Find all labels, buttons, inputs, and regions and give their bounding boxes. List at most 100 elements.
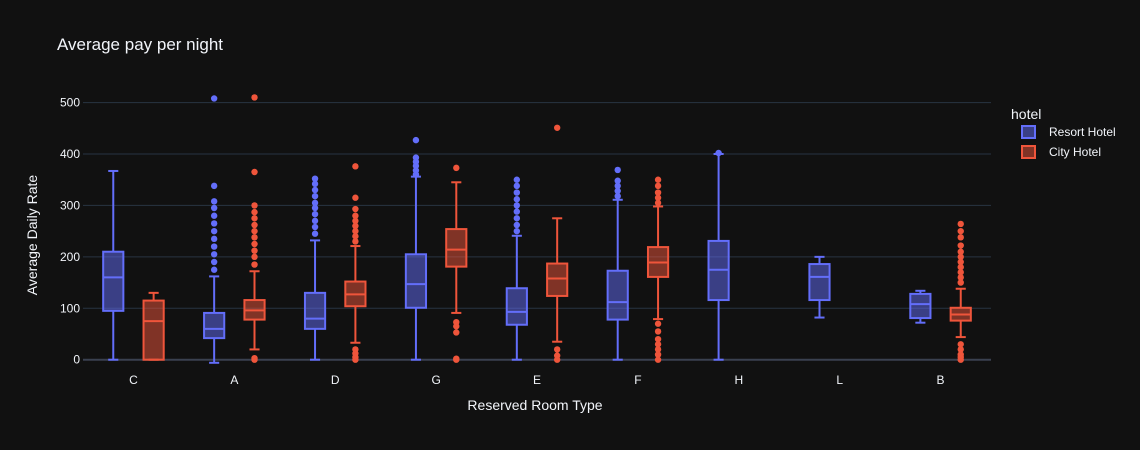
outlier-point	[614, 182, 621, 190]
series-resort-hotel	[102, 95, 932, 364]
y-tick-label: 400	[60, 147, 80, 161]
outlier-point	[957, 274, 964, 281]
outlier-point	[251, 247, 258, 254]
x-tick-label: B	[937, 373, 945, 387]
outlier-point	[957, 351, 964, 358]
outlier-point	[957, 248, 964, 255]
outlier-point	[715, 149, 722, 157]
outlier-point	[453, 164, 460, 172]
box-E[interactable]	[546, 124, 569, 363]
outlier-point	[210, 243, 218, 250]
outlier-point	[311, 175, 319, 182]
box-H[interactable]	[707, 149, 730, 361]
x-tick-label: E	[533, 373, 541, 387]
outlier-point	[210, 204, 218, 212]
box-body	[404, 253, 428, 309]
outlier-point	[210, 251, 218, 258]
outlier-point	[352, 194, 359, 201]
y-tick-label: 100	[60, 301, 80, 315]
box-F[interactable]	[606, 166, 629, 361]
outlier-point	[210, 198, 218, 205]
outlier-point	[251, 94, 258, 101]
outlier-point	[311, 204, 319, 212]
outlier-point	[614, 192, 621, 200]
outlier-point	[251, 221, 258, 229]
x-tick-label: D	[331, 373, 340, 387]
outlier-point	[654, 176, 662, 183]
box-body	[142, 299, 165, 361]
outlier-point	[251, 208, 258, 216]
box-G[interactable]	[404, 136, 428, 361]
box-L[interactable]	[808, 255, 831, 319]
series-city-hotel	[142, 94, 972, 363]
outlier-point	[957, 341, 964, 348]
outlier-point	[513, 208, 521, 215]
outlier-point	[654, 346, 662, 353]
outlier-point	[311, 186, 319, 194]
outlier-point	[352, 212, 359, 219]
outlier-point	[453, 355, 460, 362]
outlier-point	[957, 220, 964, 228]
outlier-point	[210, 212, 218, 219]
outlier-point	[513, 215, 521, 222]
x-tick-label: G	[431, 373, 440, 387]
outlier-point	[311, 210, 319, 218]
box-B[interactable]	[949, 220, 972, 363]
box-body	[606, 269, 629, 321]
box-body	[102, 250, 125, 312]
box-A[interactable]	[243, 94, 266, 363]
box-D[interactable]	[344, 163, 367, 363]
legend-swatch	[1021, 145, 1036, 159]
legend-item-city-hotel[interactable]: City Hotel	[1021, 145, 1101, 159]
outlier-point	[553, 346, 561, 353]
box-A[interactable]	[203, 95, 226, 364]
outlier-point	[654, 194, 662, 201]
box-C[interactable]	[102, 169, 125, 361]
outlier-point	[957, 242, 964, 249]
box-G[interactable]	[445, 164, 468, 363]
outlier-point	[352, 163, 359, 170]
outlier-point	[412, 167, 420, 174]
outlier-point	[957, 279, 964, 286]
box-D[interactable]	[303, 175, 327, 361]
box-body	[505, 287, 528, 326]
outlier-point	[311, 180, 319, 188]
legend[interactable]: hotel Resort Hotel City Hotel	[1011, 106, 1116, 159]
outlier-point	[614, 177, 621, 184]
outlier-point	[352, 227, 359, 235]
box-body	[445, 228, 468, 268]
outlier-point	[614, 187, 621, 195]
outlier-point	[352, 233, 359, 240]
outlier-point	[352, 205, 359, 213]
outlier-point	[513, 189, 521, 196]
legend-item-resort-hotel[interactable]: Resort Hotel	[1021, 125, 1116, 139]
y-tick-label: 300	[60, 198, 80, 212]
legend-label: City Hotel	[1049, 145, 1101, 159]
outlier-point	[311, 223, 319, 231]
box-B[interactable]	[909, 289, 932, 324]
outlier-point	[251, 234, 258, 241]
x-tick-label: C	[129, 373, 138, 387]
outlier-point	[513, 182, 521, 190]
outlier-point	[251, 354, 258, 362]
outlier-point	[251, 202, 258, 209]
box-F[interactable]	[646, 176, 670, 363]
outlier-point	[251, 227, 258, 235]
outlier-point	[453, 329, 460, 336]
y-tick-label: 500	[60, 96, 80, 110]
legend-swatch	[1021, 125, 1036, 139]
outlier-point	[251, 253, 258, 261]
box-body	[303, 291, 327, 330]
outlier-point	[352, 217, 359, 225]
box-body	[909, 292, 932, 320]
y-tick-labels: 0 100 200 300 400 500	[60, 96, 80, 367]
outlier-point	[210, 266, 218, 273]
outlier-point	[210, 95, 218, 102]
box-E[interactable]	[505, 176, 528, 361]
outlier-point	[957, 253, 964, 261]
y-tick-label: 0	[73, 353, 80, 367]
outlier-point	[957, 258, 964, 266]
box-C[interactable]	[142, 291, 165, 361]
